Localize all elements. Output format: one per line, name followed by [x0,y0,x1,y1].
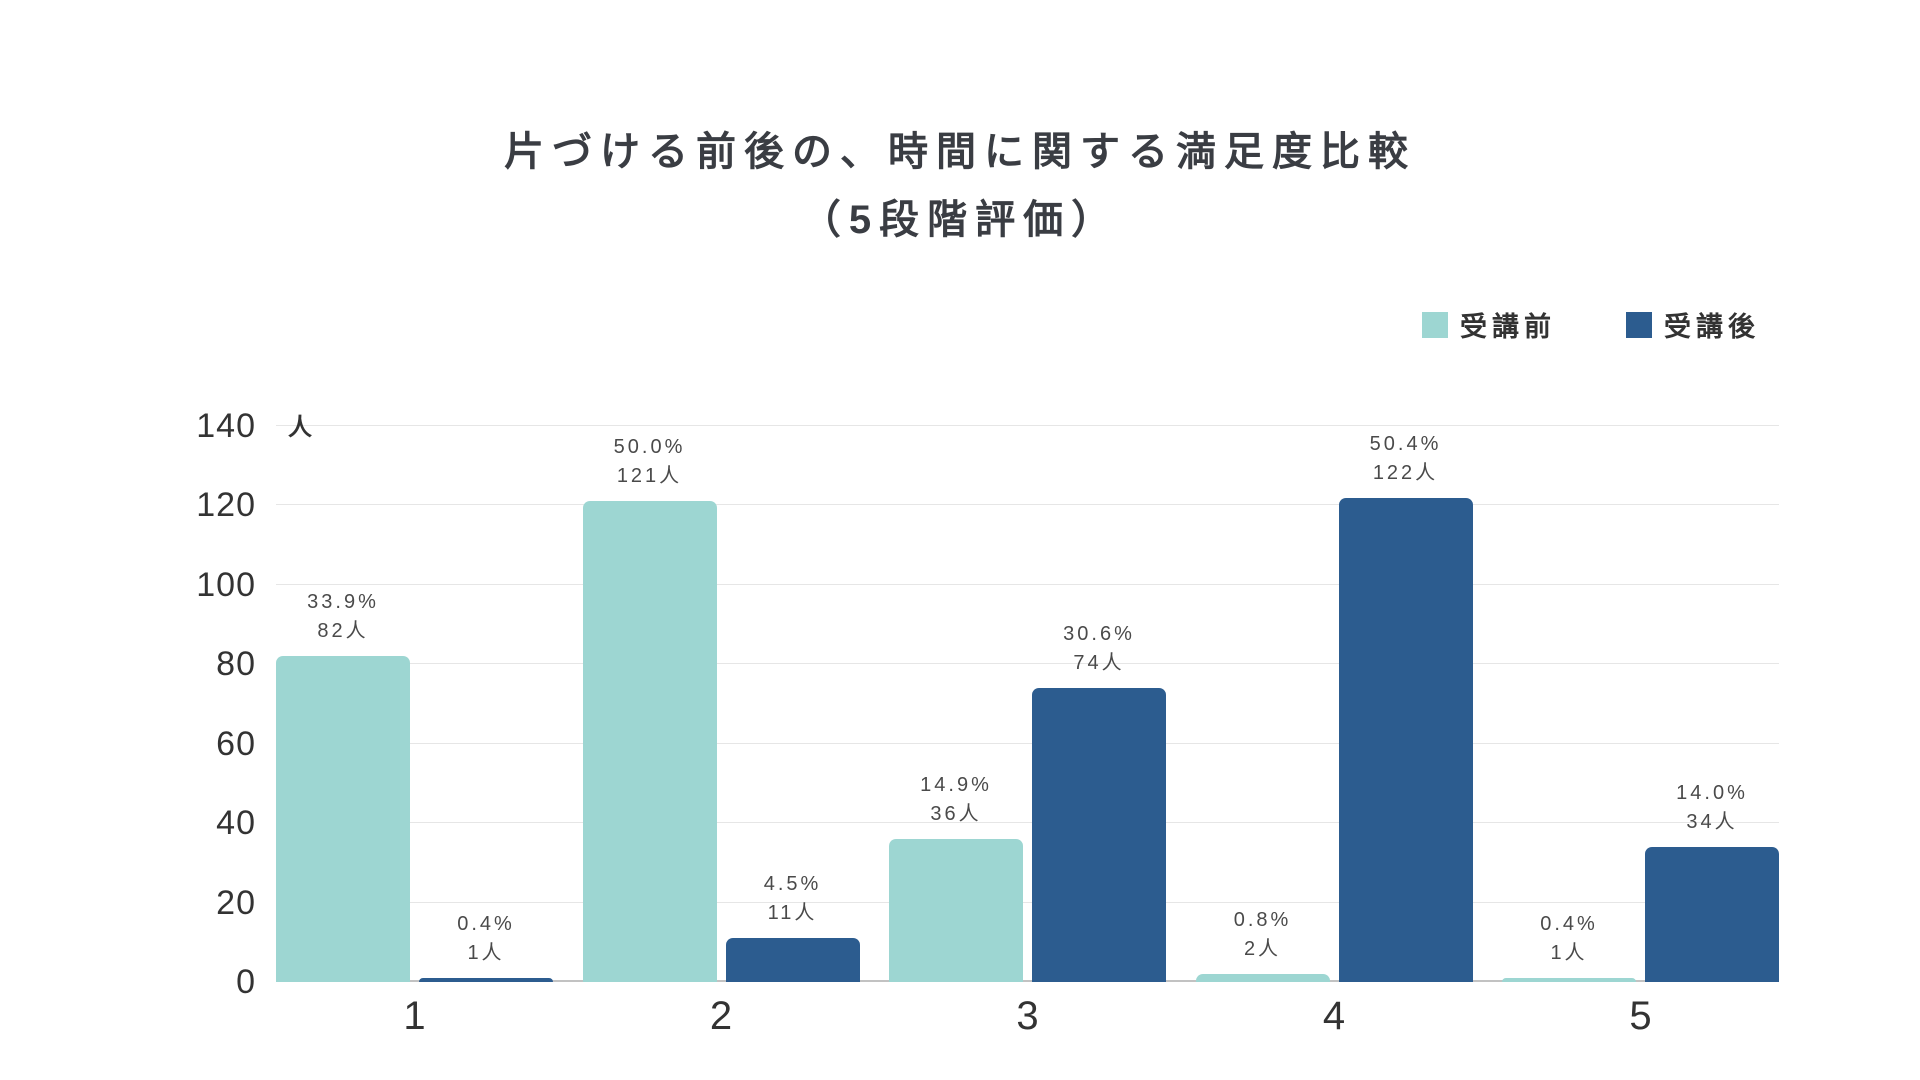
bar-label-count-before-2: 121人 [616,465,683,488]
bar-label-percent-after-4: 50.4% [1369,432,1442,455]
bar-group-4: 0.8% 2人 50.4% 122人 [1195,426,1473,982]
y-tick-0: 0 [236,963,256,1001]
bar-slot-after-5: 14.0% 34人 [1645,426,1779,982]
bar-label-before-4: 0.8% 2人 [1234,906,1292,964]
bar-label-percent-after-1: 0.4% [457,913,515,936]
bars: 33.9% 82人 0.4% 1人 50.0% 121人 4.5% 11人 14.9% 36人 30… [276,426,1779,982]
bar-slot-before-2: 50.0% 121人 [582,426,717,982]
y-tick-100: 100 [196,565,256,604]
x-label-4: 4 [1322,994,1346,1038]
gridline-40 [276,822,1779,824]
x-label-1: 1 [403,994,426,1038]
bar-label-before-5: 0.4% 1人 [1540,910,1598,968]
gridlines [276,425,1779,982]
bar-group-1: 33.9% 82人 0.4% 1人 [276,426,553,982]
gridline-20 [276,901,1779,903]
bar-slot-after-3: 30.6% 74人 [1032,426,1166,982]
bar-slot-after-1: 0.4% 1人 [419,426,553,982]
gridline-100 [276,583,1779,585]
gridline-80 [276,663,1779,665]
gridline-120 [276,504,1779,506]
bar-after-2 [725,938,860,982]
bar-after-1 [419,978,553,982]
legend-item-before: 受講前 [1422,305,1556,344]
bar-before-3 [889,839,1023,982]
x-label-2: 2 [709,994,733,1038]
bar-label-count-before-5: 1人 [1550,942,1588,965]
bar-label-count-after-5: 34人 [1686,810,1738,833]
y-axis-unit-label: 人 [288,413,312,441]
bar-label-after-3: 30.6% 74人 [1063,620,1135,678]
bar-before-1 [276,656,410,982]
bar-label-percent-before-1: 33.9% [307,591,379,614]
x-axis-labels: 1 2 3 4 5 [276,994,1779,1039]
bar-slot-after-2: 4.5% 11人 [725,426,860,982]
bar-label-after-1: 0.4% 1人 [457,910,515,968]
legend-swatch-before-icon [1422,311,1448,338]
x-label-5: 5 [1629,994,1652,1038]
legend-swatch-after-icon [1626,311,1652,338]
bar-label-after-2: 4.5% 11人 [764,870,822,928]
bar-slot-after-4: 50.4% 122人 [1338,426,1473,982]
chart-title-line2: （5段階評価） [800,198,1120,242]
bar-slot-before-5: 0.4% 1人 [1502,426,1636,982]
y-tick-40: 40 [216,804,256,843]
bar-label-count-before-1: 82人 [317,620,369,643]
legend: 受講前 受講後 [1422,305,1760,344]
gridline-60 [276,742,1779,744]
bar-group-5: 0.4% 1人 14.0% 34人 [1502,426,1779,982]
bar-label-before-3: 14.9% 36人 [920,771,992,829]
y-tick-140: 140 [196,407,256,445]
chart-title-line1: 片づける前後の、時間に関する満足度比較 [504,130,1416,174]
bar-label-percent-after-3: 30.6% [1063,623,1135,646]
bar-slot-before-3: 14.9% 36人 [889,426,1023,982]
bar-after-4 [1338,497,1473,982]
y-tick-60: 60 [216,724,256,763]
y-tick-120: 120 [196,486,256,525]
legend-label-before: 受講前 [1460,312,1556,342]
y-axis-ticks: 0 20 40 60 80 100 120 140 [146,409,256,999]
bar-after-3 [1032,688,1166,982]
bar-label-percent-before-3: 14.9% [920,774,992,797]
bar-label-percent-after-5: 14.0% [1676,781,1748,804]
gridline-0 [276,980,1779,982]
legend-label-after: 受講後 [1664,312,1760,342]
y-tick-20: 20 [216,883,256,922]
bar-label-count-before-3: 36人 [930,803,982,826]
bar-label-count-after-3: 74人 [1073,652,1125,675]
bar-label-count-before-4: 2人 [1243,938,1282,961]
bar-group-3: 14.9% 36人 30.6% 74人 [889,426,1166,982]
legend-item-after: 受講後 [1626,305,1760,344]
bar-after-5 [1645,846,1779,982]
chart-area: 0 20 40 60 80 100 120 140 人 33.9% 82人 0.4% 1人 50.0%… [196,409,1779,1038]
x-label-3: 3 [1016,994,1039,1038]
bar-label-count-after-2: 11人 [767,902,818,925]
bar-label-count-after-1: 1人 [467,942,505,965]
bar-label-before-2: 50.0% 121人 [614,433,686,491]
bar-slot-before-1: 33.9% 82人 [276,426,410,982]
gridline-140 [276,425,1779,426]
plot-area: 人 33.9% 82人 0.4% 1人 50.0% 121人 4.5% 11人 14.9% 36人… [276,414,1779,982]
y-tick-80: 80 [216,645,256,684]
bar-slot-before-4: 0.8% 2人 [1195,426,1330,982]
bar-before-2 [582,501,717,982]
bar-label-percent-before-5: 0.4% [1540,913,1598,936]
chart-title: 片づける前後の、時間に関する満足度比較 （5段階評価） [0,118,1920,254]
bar-label-after-4: 50.4% 122人 [1370,430,1442,488]
bar-group-2: 50.0% 121人 4.5% 11人 [582,426,860,982]
bar-label-after-5: 14.0% 34人 [1676,779,1748,837]
bar-label-count-after-4: 122人 [1372,461,1439,484]
bar-before-5 [1502,978,1636,982]
bar-label-percent-after-2: 4.5% [763,873,822,896]
bar-label-percent-before-4: 0.8% [1233,909,1292,932]
bar-before-4 [1195,974,1330,982]
bar-label-before-1: 33.9% 82人 [307,588,379,646]
bar-label-percent-before-2: 50.0% [613,436,686,459]
